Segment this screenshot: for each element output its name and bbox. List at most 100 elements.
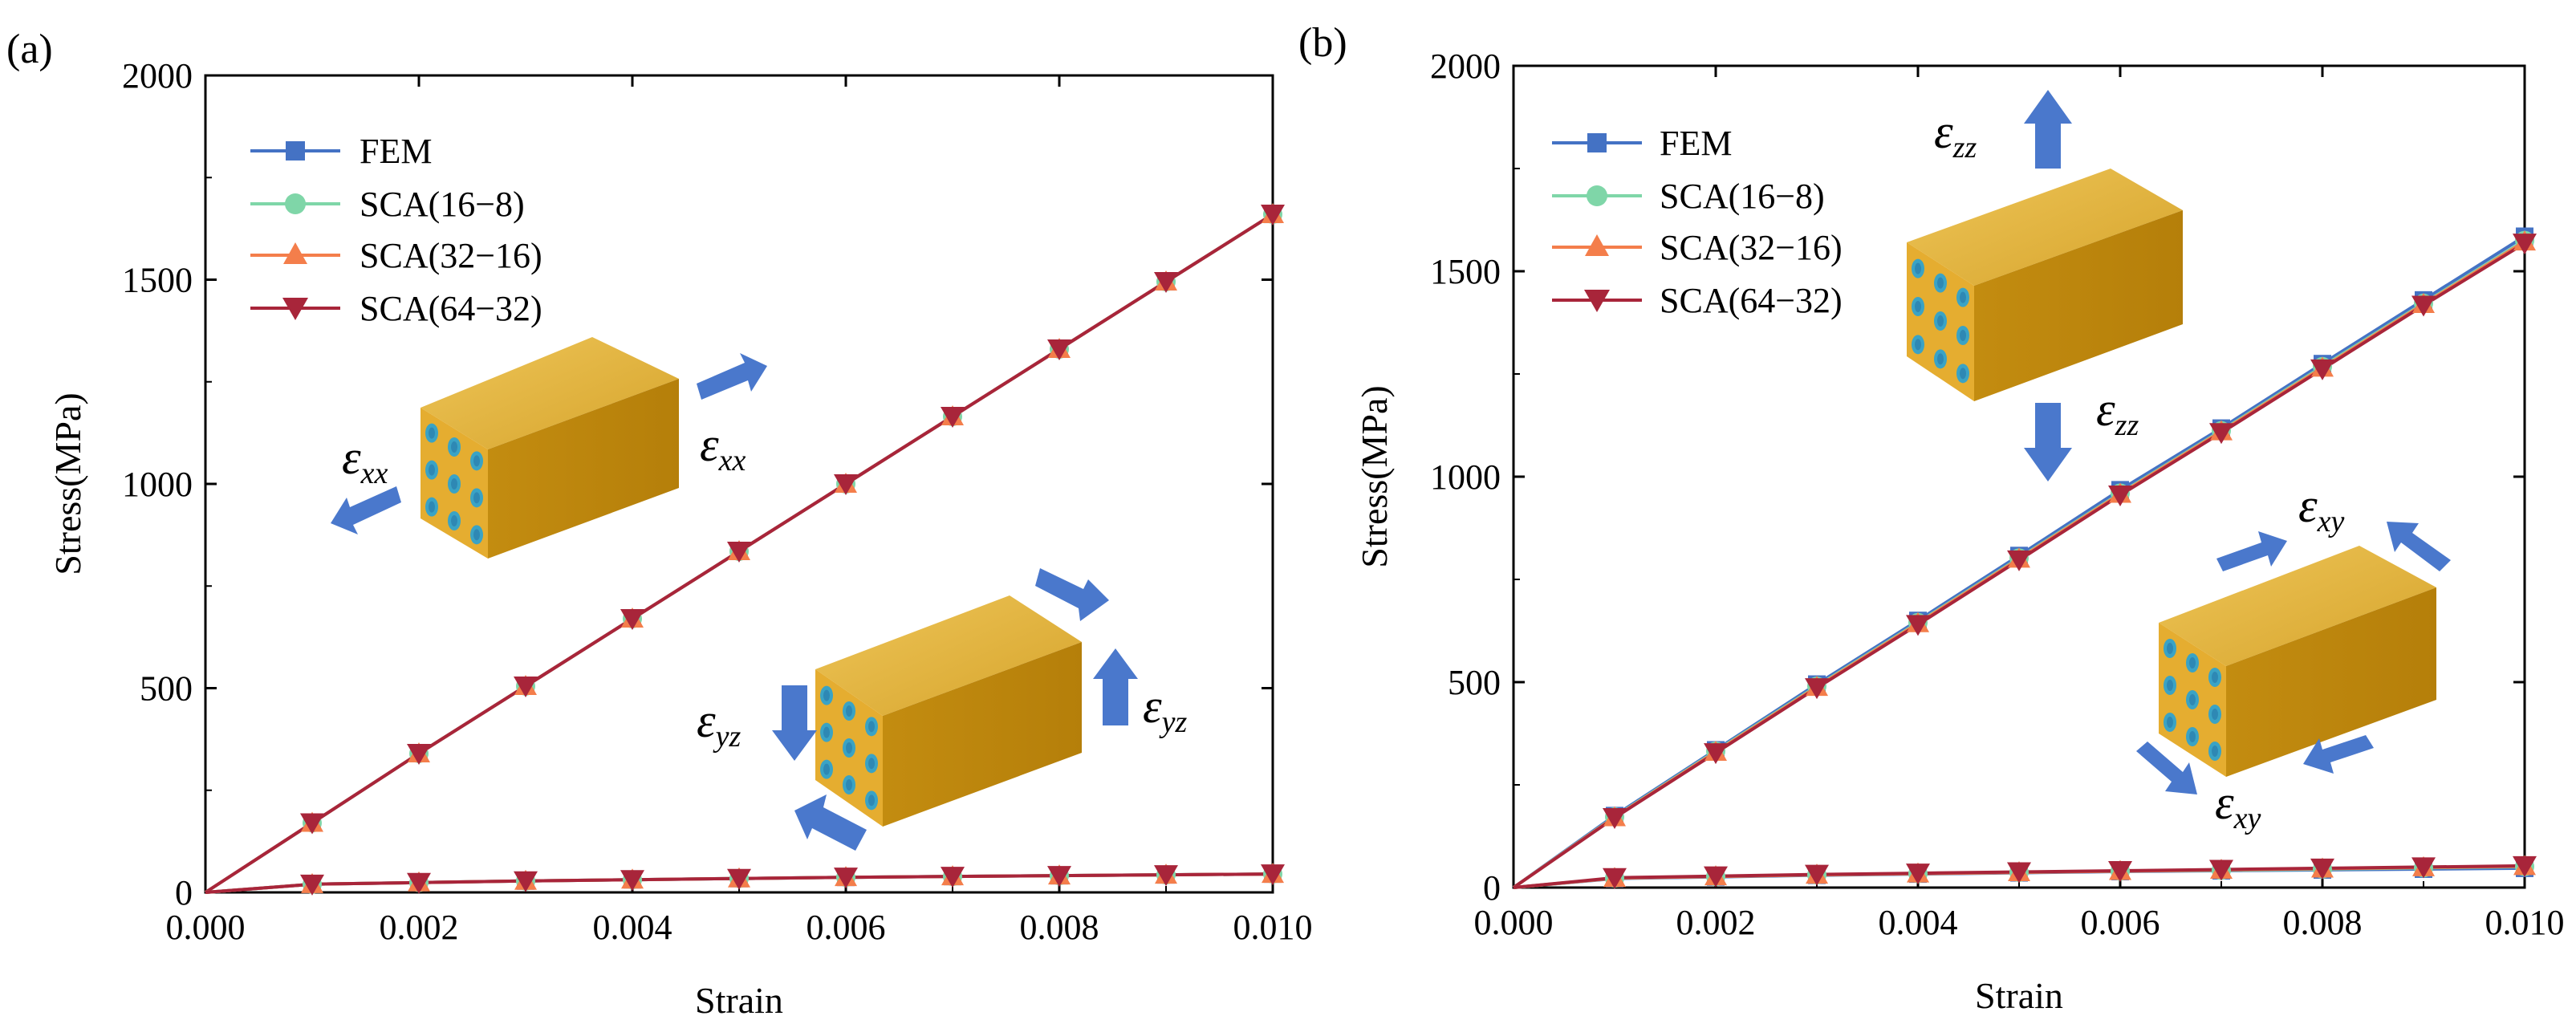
fiber-core bbox=[823, 726, 830, 738]
arrow-up-icon bbox=[2024, 90, 2072, 169]
x-tick-label: 0.002 bbox=[380, 908, 459, 947]
panel-a-y-axis: 0 500 1000 1500 2000 bbox=[122, 56, 1273, 912]
legend-label-fem: FEM bbox=[360, 132, 432, 171]
panel-a-x-axis: 0.000 0.002 0.004 0.006 0.008 0.010 bbox=[166, 75, 1313, 947]
panel-b-xy-sca-64-32-point bbox=[2513, 855, 2537, 877]
panel-b-y-axis: 0 500 1000 1500 2000 bbox=[1430, 47, 2525, 908]
x-tick-label: 0.000 bbox=[166, 908, 246, 947]
fiber-core bbox=[2189, 657, 2196, 668]
x-tick-label: 0.010 bbox=[2485, 903, 2565, 942]
arrow-down-icon bbox=[772, 685, 817, 761]
panel-a-xx-sca-64-32-point bbox=[620, 608, 644, 630]
fiber-core bbox=[823, 689, 830, 701]
panel-b-xy-sca-64-32-point bbox=[1906, 863, 1930, 885]
panel-b-zz-sca-64-32-point bbox=[2513, 234, 2537, 255]
legend-label-sca-16-8: SCA(16−8) bbox=[360, 185, 525, 224]
fiber-core bbox=[429, 501, 435, 513]
panel-a-xx-sca-64-32-point bbox=[407, 743, 431, 765]
panel-a-yz-sca-64-32-point bbox=[300, 874, 324, 896]
panel-b-zz-sca-64-32-point bbox=[1906, 615, 1930, 636]
fiber-core bbox=[1915, 262, 1921, 274]
panel-a-yz-sca-64-32-point bbox=[407, 872, 431, 894]
panel-a-xx-sca-64-32-point bbox=[1047, 339, 1071, 361]
fiber-core bbox=[1915, 301, 1921, 312]
legend-entry-sca-16-8: SCA(16−8) bbox=[250, 185, 525, 224]
legend-entry-sca-32-16: SCA(32−16) bbox=[1552, 228, 1843, 267]
panel-a-yz-sca-64-32-point bbox=[1047, 866, 1071, 888]
strain-label-yz-left: εyz bbox=[697, 694, 742, 754]
fiber-array bbox=[1912, 258, 1969, 384]
strain-label-yz-right: εyz bbox=[1143, 680, 1188, 739]
panel-a-xx-sca-64-32-point bbox=[300, 813, 324, 835]
panel-b-xy-sca-64-32-point bbox=[2209, 859, 2233, 881]
y-tick-label: 2000 bbox=[1430, 47, 1501, 86]
panel-b-zz-cube-illustration: εzz εzz bbox=[1907, 90, 2183, 482]
y-tick-label: 500 bbox=[140, 669, 193, 709]
fiber-core bbox=[868, 758, 875, 770]
fiber-core bbox=[1915, 339, 1921, 351]
panel-b-zz-sca-64-32-point bbox=[1603, 807, 1627, 829]
arrow-down-right-icon bbox=[2136, 742, 2197, 794]
fiber-core bbox=[2167, 680, 2173, 691]
legend-label-sca-64-32: SCA(64−32) bbox=[360, 289, 542, 328]
fiber-core bbox=[868, 721, 875, 733]
arrow-up-left-icon bbox=[2387, 522, 2451, 571]
fiber-core bbox=[823, 763, 830, 775]
x-tick-label: 0.000 bbox=[1474, 903, 1554, 942]
x-tick-label: 0.008 bbox=[2283, 903, 2363, 942]
panel-a-xx-cube-illustration: εxx εxx bbox=[331, 337, 767, 559]
panel-b-xy-sca-64-32-point bbox=[1603, 868, 1627, 889]
panel-b-zz-sca-64-32-point bbox=[2411, 295, 2436, 317]
panel-b-xy-sca-64-32-point bbox=[2411, 857, 2436, 879]
cube-side-face bbox=[1974, 210, 2183, 401]
cube-top-face bbox=[421, 337, 679, 449]
fiber-core bbox=[1937, 353, 1944, 365]
fiber-array bbox=[820, 685, 878, 811]
fiber-core bbox=[846, 779, 852, 790]
cube-top-face bbox=[2159, 546, 2436, 666]
panel-a-yz-sca-64-32-point bbox=[1261, 864, 1285, 886]
panel-a-yz-sca-64-32-point bbox=[1154, 865, 1178, 887]
legend-marker-triangle-up bbox=[283, 242, 307, 264]
x-tick-label: 0.008 bbox=[1020, 908, 1099, 947]
panel-b-legend: FEM SCA(16−8) SCA(32−16) SCA(64−32) bbox=[1552, 124, 1843, 320]
panel-b-label: (b) bbox=[1298, 20, 1347, 66]
x-tick-label: 0.004 bbox=[593, 908, 672, 947]
legend-label-sca-32-16: SCA(32−16) bbox=[360, 236, 542, 275]
legend-label-fem: FEM bbox=[1660, 124, 1732, 163]
arrow-left-icon bbox=[2303, 735, 2374, 774]
fiber-core bbox=[1960, 368, 1966, 380]
panel-b-xy-sca-64-32-point bbox=[1805, 864, 1829, 886]
panel-b-series bbox=[1512, 227, 2537, 889]
legend-marker-triangle-down bbox=[1584, 290, 1610, 312]
panel-b-zz-sca-64-32-point bbox=[1805, 678, 1829, 700]
x-tick-label: 0.006 bbox=[807, 908, 886, 947]
fiber-array bbox=[425, 423, 483, 545]
fiber-core bbox=[473, 455, 480, 467]
fiber-core bbox=[1960, 330, 1966, 341]
panel-a-xx-sca-64-32-point bbox=[727, 541, 751, 563]
arrow-right-icon bbox=[697, 353, 767, 400]
x-tick-label: 0.002 bbox=[1676, 903, 1756, 942]
legend-label-sca-32-16: SCA(32−16) bbox=[1660, 228, 1843, 267]
panel-b-xy-sca-64-32-point bbox=[2310, 858, 2334, 880]
panel-a-yz-sca-64-32-point bbox=[514, 871, 538, 892]
fiber-core bbox=[2189, 694, 2196, 705]
cube-top-face bbox=[815, 595, 1082, 716]
cube-side-face bbox=[883, 642, 1082, 827]
panel-a-xx-sca-64-32-point bbox=[514, 676, 538, 697]
fiber-array bbox=[2164, 639, 2221, 761]
arrow-up-left-icon bbox=[794, 794, 867, 851]
fiber-core bbox=[429, 464, 435, 476]
fiber-core bbox=[2212, 709, 2218, 720]
fiber-core bbox=[1960, 291, 1966, 303]
panel-b-zz-sca-64-32-point bbox=[2310, 359, 2334, 380]
panel-a-yz-sca-64-32-point bbox=[941, 867, 965, 888]
fiber-core bbox=[846, 742, 852, 754]
panel-a-yz-sca-64-32-point bbox=[834, 868, 858, 889]
legend-entry-fem: FEM bbox=[250, 132, 432, 171]
panel-a-xx-sca-64-32-point bbox=[941, 407, 965, 429]
fiber-core bbox=[451, 441, 457, 453]
